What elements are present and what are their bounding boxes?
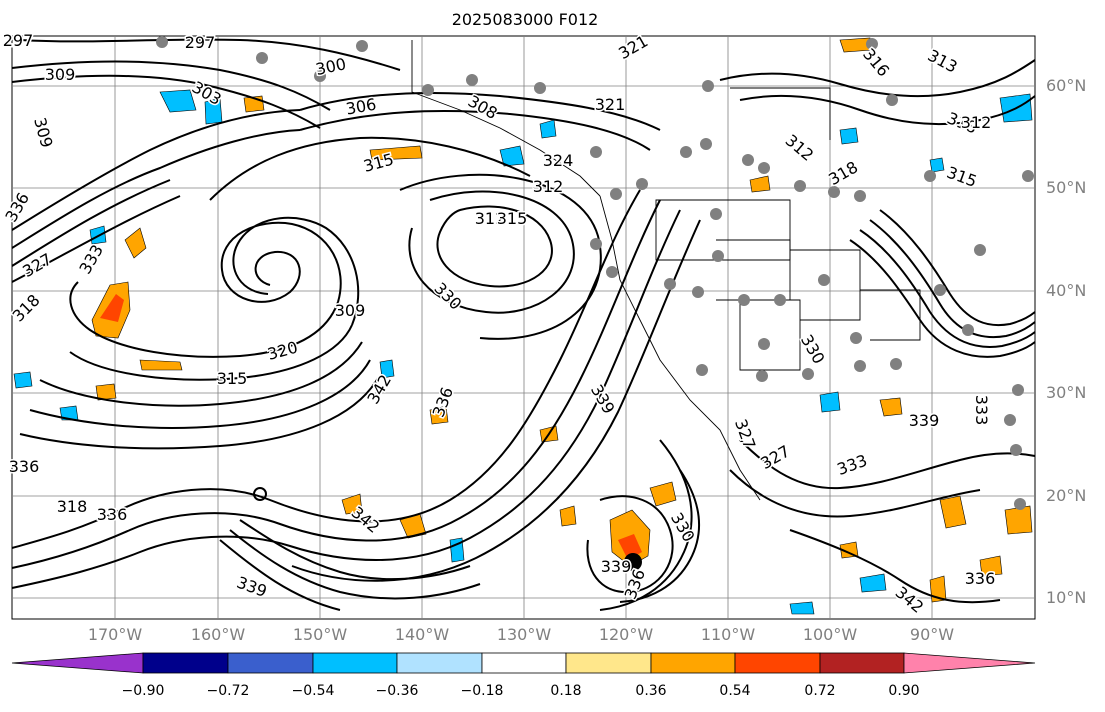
lon-label: 170°W bbox=[87, 625, 143, 644]
map-frame bbox=[11, 35, 1036, 620]
lat-label: 40°N bbox=[1046, 281, 1087, 300]
colorbar-tick-label: 0.36 bbox=[635, 683, 667, 699]
contour-label: 309 bbox=[335, 301, 366, 320]
colorbar-tick-label: 0.54 bbox=[719, 683, 751, 699]
colorbar-bin bbox=[396, 652, 483, 674]
colorbar-bin bbox=[565, 652, 652, 674]
contour-label: 315 bbox=[217, 369, 248, 388]
colorbar-tick-label: 0.18 bbox=[550, 683, 582, 699]
contour-label: 315 bbox=[497, 209, 528, 228]
colorbar-tick-label: −0.18 bbox=[460, 683, 504, 699]
colorbar-bin bbox=[227, 652, 314, 674]
colorbar-bin bbox=[819, 652, 905, 674]
lon-label: 130°W bbox=[496, 625, 552, 644]
lon-label: 120°W bbox=[598, 625, 654, 644]
lon-label: 160°W bbox=[190, 625, 246, 644]
lon-label: 90°W bbox=[909, 625, 955, 644]
station-markers bbox=[156, 36, 1034, 510]
contour-lines bbox=[11, 38, 1036, 611]
contour-label: 309 bbox=[45, 65, 76, 84]
contour-label: 324 bbox=[543, 151, 574, 170]
contour-label: 336 bbox=[965, 569, 996, 588]
positive-fill-areas bbox=[91, 37, 1033, 603]
lon-label: 100°W bbox=[802, 625, 858, 644]
colorbar-bin bbox=[142, 652, 229, 674]
storm-ring-marker bbox=[253, 487, 267, 501]
colorbar-bin bbox=[312, 652, 398, 674]
lon-label: 110°W bbox=[700, 625, 756, 644]
contour-label: 339 bbox=[909, 411, 940, 430]
lat-label: 10°N bbox=[1046, 588, 1087, 607]
lon-label: 150°W bbox=[292, 625, 348, 644]
colorbar-bin bbox=[481, 652, 567, 674]
colorbar-tick-label: 0.72 bbox=[804, 683, 836, 699]
lat-label: 50°N bbox=[1046, 178, 1087, 197]
colorbar-tick-label: −0.36 bbox=[375, 683, 419, 699]
contour-label: 321 bbox=[595, 95, 626, 114]
contour-label: 297 bbox=[3, 31, 34, 50]
colorbar-tick-label: −0.72 bbox=[206, 683, 250, 699]
colorbar-lower-extension bbox=[11, 652, 144, 674]
colorbar-tick-label: −0.54 bbox=[291, 683, 335, 699]
figure-title: 2025083000 F012 bbox=[451, 10, 599, 29]
contour-label: 339 bbox=[601, 557, 632, 576]
contour-label: 333 bbox=[972, 395, 991, 426]
contour-label: 318 bbox=[57, 497, 88, 516]
contour-label: 312 bbox=[961, 113, 992, 132]
graticule bbox=[12, 36, 1035, 619]
coastline-lines bbox=[411, 40, 921, 501]
lon-label: 140°W bbox=[394, 625, 450, 644]
colorbar-tick-label: 0.90 bbox=[888, 683, 920, 699]
contour-label: 336 bbox=[9, 457, 40, 476]
contour-label: 312 bbox=[533, 177, 564, 196]
lat-label: 30°N bbox=[1046, 383, 1087, 402]
colorbar-tick-label: −0.90 bbox=[121, 683, 165, 699]
contour-label: 297 bbox=[185, 33, 216, 52]
contour-label: 312 bbox=[475, 209, 506, 228]
colorbar-upper-extension bbox=[903, 652, 1036, 674]
contour-label: 336 bbox=[97, 505, 128, 524]
colorbar-bin bbox=[650, 652, 736, 674]
strong-positive-fill-areas bbox=[100, 294, 642, 560]
storm-center-marker bbox=[624, 553, 642, 571]
colorbar-bin bbox=[734, 652, 821, 674]
lat-label: 60°N bbox=[1046, 76, 1087, 95]
colorbar bbox=[11, 652, 1036, 674]
lat-label: 20°N bbox=[1046, 486, 1087, 505]
